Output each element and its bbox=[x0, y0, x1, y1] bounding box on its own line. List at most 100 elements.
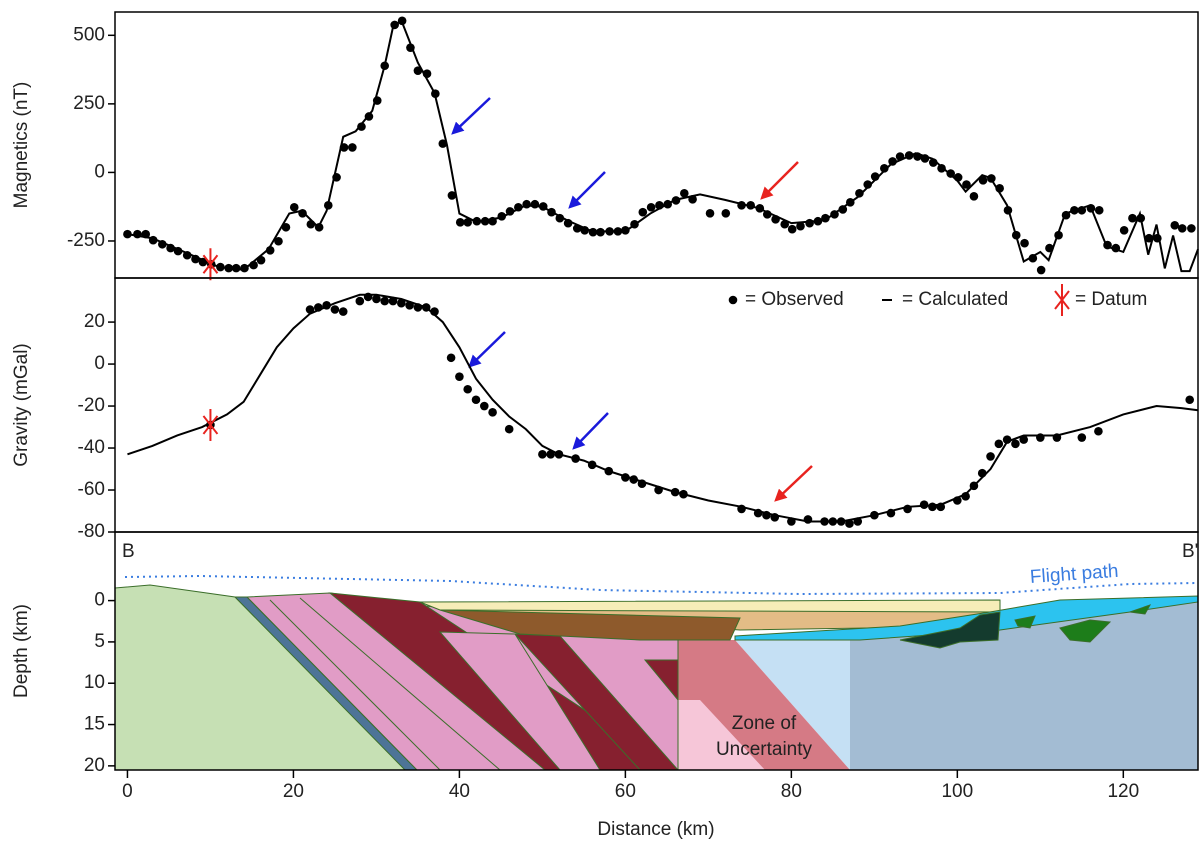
arrow bbox=[572, 412, 609, 450]
plot-frame bbox=[114, 531, 1199, 771]
observed-point bbox=[986, 452, 995, 461]
observed-point bbox=[1094, 426, 1103, 436]
legend-datum-symbol bbox=[1054, 284, 1070, 316]
plot-frame bbox=[114, 277, 1199, 533]
calculated-line bbox=[127, 18, 1199, 273]
observed-point bbox=[463, 384, 473, 394]
y-axis-label: Gravity (mGal) bbox=[11, 343, 32, 467]
observed-point bbox=[796, 221, 805, 231]
x-tick-label: 20 bbox=[283, 781, 304, 802]
brown-layer bbox=[439, 609, 741, 641]
y-axis-label: Depth (km) bbox=[11, 604, 32, 698]
observed-point bbox=[1077, 433, 1087, 442]
observed-point bbox=[1020, 238, 1029, 248]
arrow bbox=[451, 97, 491, 135]
observed-point bbox=[994, 439, 1004, 449]
observed-point bbox=[880, 164, 889, 173]
observed-point bbox=[538, 450, 547, 459]
flight-path-label: Flight path bbox=[1029, 561, 1119, 588]
dark-unit bbox=[899, 611, 1001, 649]
observed-point bbox=[845, 519, 854, 528]
legend-observed-symbol bbox=[728, 295, 738, 305]
zone-light-pink bbox=[678, 700, 765, 770]
y-tick-label: 250 bbox=[73, 93, 105, 114]
fault bbox=[269, 599, 441, 771]
observed-point bbox=[855, 188, 864, 198]
y-tick-label: 0 bbox=[94, 161, 105, 182]
observed-point bbox=[281, 222, 291, 232]
y-axis-label: Magnetics (nT) bbox=[11, 82, 32, 209]
observed-point bbox=[274, 236, 283, 246]
observed-point bbox=[705, 208, 715, 218]
observed-point bbox=[438, 139, 448, 148]
legend-label: = Datum bbox=[1075, 289, 1147, 310]
observed-point bbox=[962, 180, 971, 189]
observed-point bbox=[447, 191, 457, 200]
y-tick-label: -20 bbox=[78, 395, 105, 416]
x-tick-label: 40 bbox=[449, 781, 470, 802]
observed-point bbox=[1036, 265, 1046, 275]
observed-point bbox=[446, 353, 456, 363]
y-tick-label: -250 bbox=[67, 230, 105, 251]
x-tick-label: 120 bbox=[1107, 781, 1139, 802]
observed-point bbox=[348, 143, 357, 152]
observed-point bbox=[1187, 224, 1196, 233]
green-body bbox=[1059, 619, 1112, 643]
y-tick-label: 20 bbox=[84, 755, 105, 776]
zone-label: Uncertainty bbox=[716, 739, 813, 760]
legend-label: = Observed bbox=[745, 289, 844, 310]
observed-point bbox=[397, 298, 406, 308]
y-tick-label: 10 bbox=[84, 672, 105, 693]
x-axis-label: Distance (km) bbox=[597, 819, 714, 840]
observed-point bbox=[1119, 225, 1129, 235]
x-tick-label: 60 bbox=[615, 781, 636, 802]
y-tick-label: 15 bbox=[84, 714, 105, 735]
section-end-label: B' bbox=[1182, 541, 1198, 562]
observed-point bbox=[1177, 224, 1187, 233]
observed-point bbox=[646, 202, 656, 212]
observed-point bbox=[805, 218, 814, 228]
light-blue-unit bbox=[735, 636, 850, 770]
section-start-label: B bbox=[122, 541, 135, 562]
datum-marker bbox=[202, 408, 219, 441]
observed-point bbox=[479, 401, 489, 411]
arrow bbox=[468, 331, 506, 368]
observed-point bbox=[338, 307, 348, 316]
datum-marker bbox=[202, 248, 219, 281]
observed-point bbox=[372, 294, 381, 304]
observed-point bbox=[488, 408, 497, 417]
y-tick-label: -80 bbox=[78, 521, 105, 542]
arrows bbox=[451, 97, 813, 502]
observed-point bbox=[1170, 221, 1180, 230]
observed-point bbox=[305, 305, 315, 314]
observed-point bbox=[863, 180, 873, 189]
observed-point bbox=[638, 207, 648, 217]
flight-path bbox=[124, 574, 1199, 596]
observed-point bbox=[355, 296, 365, 306]
observed-point bbox=[380, 296, 390, 306]
legend-label: = Calculated bbox=[902, 289, 1008, 310]
x-tick-label: 100 bbox=[941, 781, 973, 802]
zone-label: Zone of bbox=[732, 713, 797, 734]
x-tick-label: 80 bbox=[781, 781, 802, 802]
y-tick-label: 20 bbox=[84, 311, 105, 332]
dark-red-band bbox=[643, 659, 679, 702]
observed-point bbox=[1185, 395, 1195, 405]
fault bbox=[299, 597, 501, 771]
observed-point bbox=[504, 424, 514, 434]
observed-point bbox=[1019, 435, 1029, 444]
green-body bbox=[1014, 615, 1036, 629]
observed-point bbox=[969, 191, 979, 201]
observed-point bbox=[721, 208, 731, 218]
green-body bbox=[1129, 604, 1152, 615]
observed-point bbox=[1128, 213, 1137, 223]
observed-point bbox=[928, 502, 937, 512]
calculated-line bbox=[127, 293, 1199, 523]
y-tick-label: 0 bbox=[94, 353, 105, 374]
observed-point bbox=[1094, 205, 1104, 215]
observed-point bbox=[289, 202, 299, 212]
observed-point bbox=[463, 218, 473, 227]
observed-point bbox=[978, 176, 988, 185]
observed-point bbox=[1011, 439, 1020, 449]
